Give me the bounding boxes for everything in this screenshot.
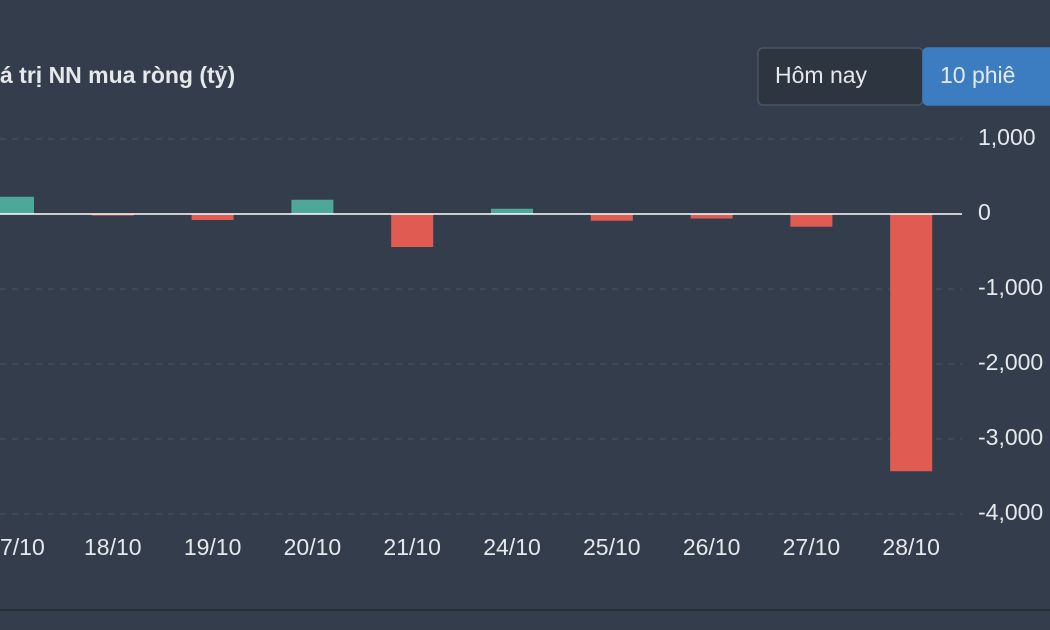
x-tick-label: 18/10 [84, 534, 142, 560]
bar [0, 196, 34, 214]
x-tick-label: 25/10 [583, 534, 641, 560]
y-tick-label: 1,000 [978, 124, 1036, 150]
y-tick-label: -1,000 [978, 274, 1043, 300]
y-tick-label: 0 [978, 199, 991, 225]
x-tick-label: 24/10 [483, 534, 541, 560]
x-tick-label: 19/10 [184, 534, 242, 560]
bar [191, 214, 234, 220]
bar [690, 214, 733, 219]
bar [790, 214, 833, 227]
x-tick-label: 7/10 [0, 534, 45, 560]
chart-title: á trị NN mua ròng (tỷ) [0, 62, 235, 88]
y-tick-label: -2,000 [978, 349, 1043, 375]
bar [491, 208, 533, 214]
x-tick-label: 28/10 [882, 534, 940, 560]
bar [391, 214, 434, 247]
y-tick-label: -3,000 [978, 424, 1043, 450]
bar [291, 199, 334, 214]
tab-label[interactable]: Hôm nay [775, 62, 868, 88]
bar [890, 214, 933, 472]
bar [590, 214, 633, 221]
y-tick-label: -4,000 [978, 499, 1043, 525]
tab-button[interactable] [922, 47, 1050, 106]
x-tick-label: 27/10 [783, 534, 841, 560]
x-tick-label: 26/10 [683, 534, 741, 560]
x-tick-label: 21/10 [383, 534, 441, 560]
x-tick-label: 20/10 [284, 534, 342, 560]
tab-label[interactable]: 10 phiê [940, 62, 1015, 88]
